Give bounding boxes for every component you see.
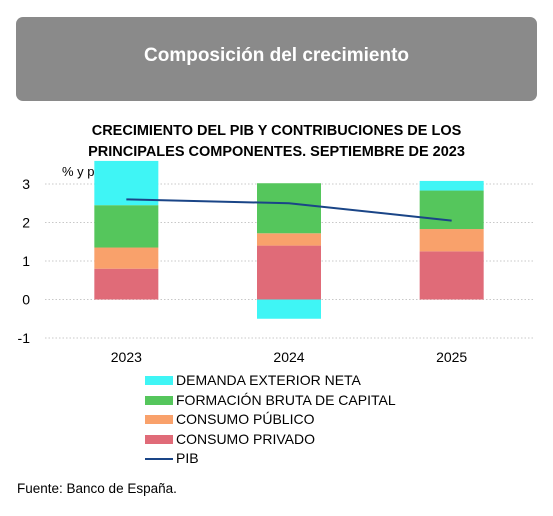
bar-segment (419, 180, 484, 191)
legend-label: CONSUMO PÚBLICO (176, 411, 315, 427)
bar-segment (257, 233, 321, 246)
legend-label: CONSUMO PRIVADO (176, 430, 315, 447)
y-tick-label: 0 (22, 292, 30, 308)
chart-title-line-2: PRINCIPALES COMPONENTES. SEPTIEMBRE DE 2… (88, 144, 465, 160)
pib-line (126, 198, 452, 222)
x-tick-label: 2023 (111, 349, 142, 365)
legend-swatch (145, 434, 173, 444)
legend-swatch (145, 395, 173, 405)
section-title: Composición del crecimiento (144, 45, 409, 66)
x-tick-label: 2024 (273, 349, 304, 365)
x-tick-label: 2025 (436, 349, 467, 365)
bar-segment (257, 183, 321, 234)
legend-label: FORMACIÓN BRUTA DE CAPITAL (176, 391, 396, 408)
bar-segment (257, 245, 321, 300)
chart-title-line-1: CRECIMIENTO DEL PIB Y CONTRIBUCIONES DE … (91, 123, 462, 139)
legend-swatch (145, 376, 173, 385)
y-tick-label: -1 (18, 330, 31, 346)
legend-swatch (145, 458, 173, 460)
y-axis-unit-label: % y pp (62, 164, 102, 179)
stacked-bar-chart: % y pp 3 2 1 0 -1 2023 2024 2025 (18, 160, 533, 365)
legend-swatch (145, 415, 173, 424)
y-tick-label: 3 (22, 176, 30, 192)
source-note: Fuente: Banco de España. (17, 481, 177, 496)
legend-label: PIB (176, 450, 199, 466)
bar-segment (419, 251, 484, 300)
bar-segment (419, 229, 484, 252)
bar-segment (94, 205, 159, 248)
bar-segment (257, 299, 321, 319)
section-banner: Composición del crecimiento (16, 17, 537, 101)
bar-segment (94, 268, 159, 300)
bar-segment (94, 247, 159, 269)
bar-segment (419, 190, 484, 230)
y-tick-label: 1 (22, 253, 30, 269)
bar-segment (94, 160, 159, 206)
y-tick-label: 2 (22, 215, 30, 231)
legend-label: DEMANDA EXTERIOR NETA (176, 372, 361, 388)
